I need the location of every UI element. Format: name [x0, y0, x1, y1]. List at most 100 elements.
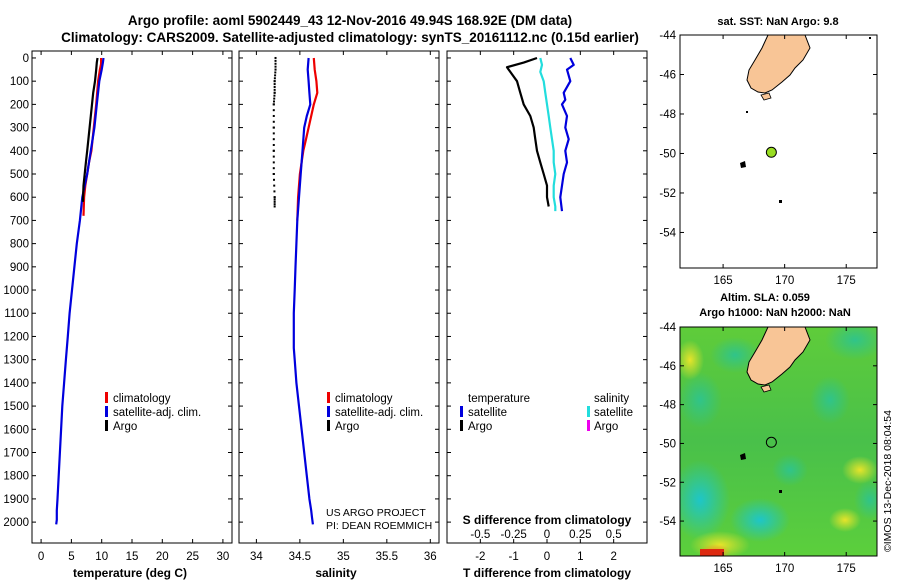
depth-tick-label: 300 [10, 123, 29, 135]
depth-tick-label: 0 [23, 53, 29, 65]
argo-salinity-dot [273, 88, 276, 91]
argo-salinity-dot [273, 184, 276, 187]
argo-salinity-dot [273, 200, 276, 203]
legend-swatch-sal-satellite [587, 406, 590, 417]
argo-salinity-dot [273, 80, 276, 83]
island-dot [746, 111, 748, 113]
legend-label-sal-satellite: satellite [594, 407, 633, 419]
temperature-xlabel: temperature (deg C) [73, 566, 187, 580]
x-tick-label: 34.5 [289, 551, 311, 563]
x-tick-label: 2 [610, 551, 616, 563]
legend-swatch-argo [327, 420, 330, 431]
difference-panel-frame [446, 50, 648, 544]
auckland-islands [740, 161, 746, 168]
depth-tick-label: 900 [10, 262, 29, 274]
legend-swatch-satellite [327, 406, 330, 417]
legend-label-satellite: satellite-adj. clim. [113, 407, 201, 419]
map-x-tick-label: 170 [775, 563, 794, 575]
map-y-tick-label: -50 [659, 148, 676, 160]
argo-salinity-dot [274, 74, 277, 77]
legend-title-salinity: salinity [594, 393, 629, 405]
sla-heatmap [680, 327, 877, 556]
legend-label-sal-argo: Argo [594, 421, 618, 433]
legend-swatch-temp-argo [460, 420, 463, 431]
depth-tick-label: 500 [10, 169, 29, 181]
argo-salinity-dot [273, 178, 275, 181]
salinity-panel-frame [238, 50, 440, 544]
x-tick-label: 30 [217, 551, 230, 563]
legend-label-climatology: climatology [335, 393, 393, 405]
sst-map-panel: sat. SST: NaN Argo: 9.8 165 170 175 -44 -46 -… [659, 16, 878, 287]
x-tick-label: 34 [250, 551, 263, 563]
legend-swatch-sal-argo [587, 420, 590, 431]
stewart-island [760, 92, 772, 101]
stewart-island [760, 384, 772, 393]
south-island-landmass [746, 35, 811, 94]
project-annotation-line1: US ARGO PROJECT [326, 507, 426, 519]
south-island-landmass [746, 327, 811, 386]
sst-map-frame [679, 34, 878, 269]
map-x-tick-label: 170 [775, 275, 794, 287]
argo-salinity-dot [274, 71, 277, 74]
depth-tick-label: 1800 [3, 471, 29, 483]
x-tick-label: 35 [337, 551, 350, 563]
depth-tick-label: 100 [10, 76, 29, 88]
s-tick-label: 0 [544, 529, 550, 541]
legend-label-temp-satellite: satellite [468, 407, 507, 419]
argo-salinity-dot [273, 196, 276, 199]
legend-swatch-climatology [105, 392, 108, 403]
temperature-satellite-adj-clim--line [55, 57, 105, 525]
sst-map-title: sat. SST: NaN Argo: 9.8 [717, 16, 838, 28]
argo-salinity-dot [273, 190, 276, 193]
x-tick-label: 25 [186, 551, 199, 563]
depth-tick-label: 800 [10, 239, 29, 251]
argo-salinity-dot [273, 97, 276, 100]
figure-title-line2: Climatology: CARS2009. Satellite-adjuste… [61, 30, 639, 45]
depth-tick-label: 1400 [3, 378, 29, 390]
x-tick-label: 5 [68, 551, 74, 563]
x-tick-label: 35.5 [376, 551, 398, 563]
argo-salinity-dot [272, 173, 275, 175]
temperature-legend: climatology satellite-adj. clim. Argo [105, 392, 201, 433]
legend-label-climatology: climatology [113, 393, 171, 405]
argo-salinity-dot [273, 91, 276, 94]
argo-salinity-dot [272, 161, 275, 164]
difference-panel: -2 -1 0 1 2 -0.5 -0.25 0 0.25 0.5 S difference fr… [446, 50, 648, 580]
map-y-tick-label: -50 [659, 438, 676, 450]
argo-salinity-dot [272, 155, 275, 158]
x-tick-label: 36 [424, 551, 437, 563]
campbell-island [779, 490, 782, 493]
argo-salinity-dot [273, 83, 276, 86]
argo-salinity-dot [272, 114, 275, 117]
auckland-islands [740, 453, 746, 460]
island-dot [869, 37, 871, 39]
argo-salinity-dot [272, 167, 275, 170]
figure-title-line1: Argo profile: aoml 5902449_43 12-Nov-201… [128, 13, 572, 28]
imos-timestamp: ©IMOS 13-Dec-2018 08:04:54 [882, 410, 894, 552]
depth-tick-label: 700 [10, 215, 29, 227]
salinity-xlabel: salinity [315, 566, 357, 580]
depth-tick-label: 1500 [3, 401, 29, 413]
argo-salinity-dot [272, 143, 275, 146]
depth-tick-label: 1700 [3, 447, 29, 459]
s-difference-label: S difference from climatology [463, 513, 632, 527]
depth-tick-label: 1600 [3, 424, 29, 436]
legend-label-argo: Argo [335, 421, 359, 433]
legend-label-temp-argo: Argo [468, 421, 492, 433]
map-y-tick-label: -54 [659, 516, 676, 528]
legend-title-temperature: temperature [468, 393, 530, 405]
argo-salinity-dot [273, 100, 275, 103]
sla-map-frame [679, 326, 878, 557]
argo-salinity-dot [272, 103, 275, 106]
depth-tick-label: 400 [10, 146, 29, 158]
map-y-tick-label: -48 [659, 400, 676, 412]
argo-salinity-dot [273, 77, 276, 80]
project-annotation-line2: PI: DEAN ROEMMICH [326, 520, 432, 532]
argo-salinity-dot [272, 132, 275, 135]
x-tick-label: 1 [577, 551, 583, 563]
temperature-panel-frame [31, 50, 233, 544]
depth-tick-label: 1100 [4, 308, 29, 320]
x-tick-label: 15 [126, 551, 139, 563]
sla-profile-marker [765, 436, 777, 448]
